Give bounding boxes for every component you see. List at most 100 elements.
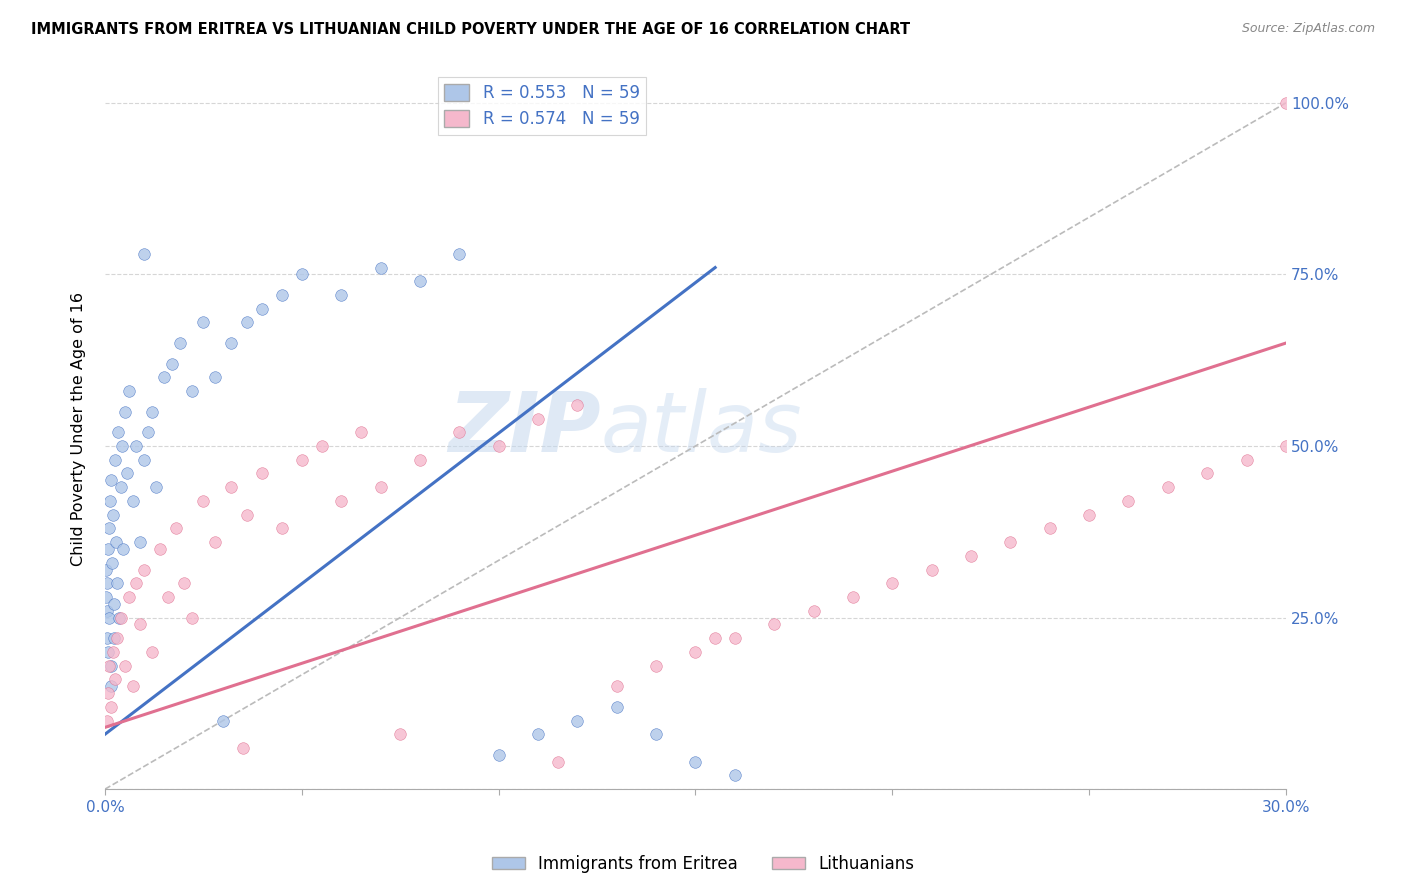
Point bbox=[141, 405, 163, 419]
Point bbox=[527, 727, 550, 741]
Legend: Immigrants from Eritrea, Lithuanians: Immigrants from Eritrea, Lithuanians bbox=[485, 848, 921, 880]
Point bbox=[204, 535, 226, 549]
Point bbox=[153, 370, 176, 384]
Point bbox=[97, 686, 120, 700]
Point bbox=[252, 467, 274, 481]
Point bbox=[1078, 508, 1101, 522]
Text: atlas: atlas bbox=[600, 388, 803, 469]
Point bbox=[100, 658, 122, 673]
Point bbox=[527, 411, 550, 425]
Point bbox=[129, 617, 152, 632]
Point bbox=[724, 768, 747, 782]
Point bbox=[685, 645, 707, 659]
Point bbox=[96, 576, 118, 591]
Point bbox=[449, 247, 471, 261]
Point bbox=[409, 452, 432, 467]
Point bbox=[100, 679, 122, 693]
Point bbox=[173, 576, 195, 591]
Legend: R = 0.553   N = 59, R = 0.574   N = 59: R = 0.553 N = 59, R = 0.574 N = 59 bbox=[437, 77, 647, 135]
Point bbox=[311, 439, 333, 453]
Point bbox=[96, 590, 118, 604]
Point bbox=[921, 562, 943, 576]
Point bbox=[98, 494, 121, 508]
Point bbox=[134, 247, 156, 261]
Point bbox=[96, 714, 118, 728]
Point bbox=[114, 405, 136, 419]
Point bbox=[156, 590, 179, 604]
Point bbox=[125, 576, 148, 591]
Point bbox=[330, 288, 353, 302]
Point bbox=[103, 597, 125, 611]
Point bbox=[271, 288, 294, 302]
Point bbox=[180, 610, 202, 624]
Point bbox=[121, 494, 143, 508]
Point bbox=[606, 699, 628, 714]
Text: IMMIGRANTS FROM ERITREA VS LITHUANIAN CHILD POVERTY UNDER THE AGE OF 16 CORRELAT: IMMIGRANTS FROM ERITREA VS LITHUANIAN CH… bbox=[31, 22, 910, 37]
Point bbox=[110, 610, 132, 624]
Point bbox=[1039, 521, 1062, 535]
Text: Source: ZipAtlas.com: Source: ZipAtlas.com bbox=[1241, 22, 1375, 36]
Point bbox=[97, 521, 120, 535]
Point bbox=[724, 631, 747, 645]
Point bbox=[125, 439, 148, 453]
Point bbox=[134, 452, 156, 467]
Point bbox=[100, 473, 122, 487]
Point bbox=[1157, 480, 1180, 494]
Point bbox=[134, 562, 156, 576]
Point bbox=[567, 714, 589, 728]
Point bbox=[169, 336, 191, 351]
Point bbox=[104, 452, 127, 467]
Point bbox=[111, 541, 134, 556]
Point bbox=[96, 631, 118, 645]
Point bbox=[117, 384, 139, 398]
Point bbox=[110, 480, 132, 494]
Point bbox=[219, 336, 242, 351]
Point bbox=[105, 535, 128, 549]
Point bbox=[212, 714, 235, 728]
Point bbox=[100, 699, 122, 714]
Point bbox=[136, 425, 159, 440]
Point bbox=[117, 590, 139, 604]
Point bbox=[101, 508, 124, 522]
Point bbox=[129, 535, 152, 549]
Point bbox=[842, 590, 865, 604]
Point bbox=[97, 658, 120, 673]
Point bbox=[488, 747, 510, 762]
Point bbox=[160, 357, 183, 371]
Point bbox=[488, 439, 510, 453]
Point bbox=[606, 679, 628, 693]
Point bbox=[193, 315, 215, 329]
Point bbox=[105, 631, 128, 645]
Point bbox=[232, 741, 254, 756]
Point bbox=[110, 439, 132, 453]
Point bbox=[121, 679, 143, 693]
Point bbox=[94, 562, 117, 576]
Y-axis label: Child Poverty Under the Age of 16: Child Poverty Under the Age of 16 bbox=[72, 292, 86, 566]
Point bbox=[97, 541, 120, 556]
Point bbox=[107, 610, 129, 624]
Point bbox=[235, 315, 257, 329]
Point bbox=[107, 425, 129, 440]
Text: ZIP: ZIP bbox=[449, 388, 600, 469]
Point bbox=[141, 645, 163, 659]
Point bbox=[1275, 439, 1298, 453]
Point bbox=[1118, 494, 1140, 508]
Point bbox=[105, 576, 128, 591]
Point bbox=[145, 480, 167, 494]
Point bbox=[103, 631, 125, 645]
Point bbox=[104, 673, 127, 687]
Point bbox=[409, 274, 432, 288]
Point bbox=[180, 384, 202, 398]
Point bbox=[882, 576, 904, 591]
Point bbox=[96, 604, 118, 618]
Point bbox=[1197, 467, 1219, 481]
Point bbox=[547, 755, 569, 769]
Point bbox=[330, 494, 353, 508]
Point bbox=[645, 727, 668, 741]
Point bbox=[165, 521, 187, 535]
Point bbox=[960, 549, 983, 563]
Point bbox=[370, 480, 392, 494]
Point bbox=[291, 268, 314, 282]
Point bbox=[685, 755, 707, 769]
Point bbox=[219, 480, 242, 494]
